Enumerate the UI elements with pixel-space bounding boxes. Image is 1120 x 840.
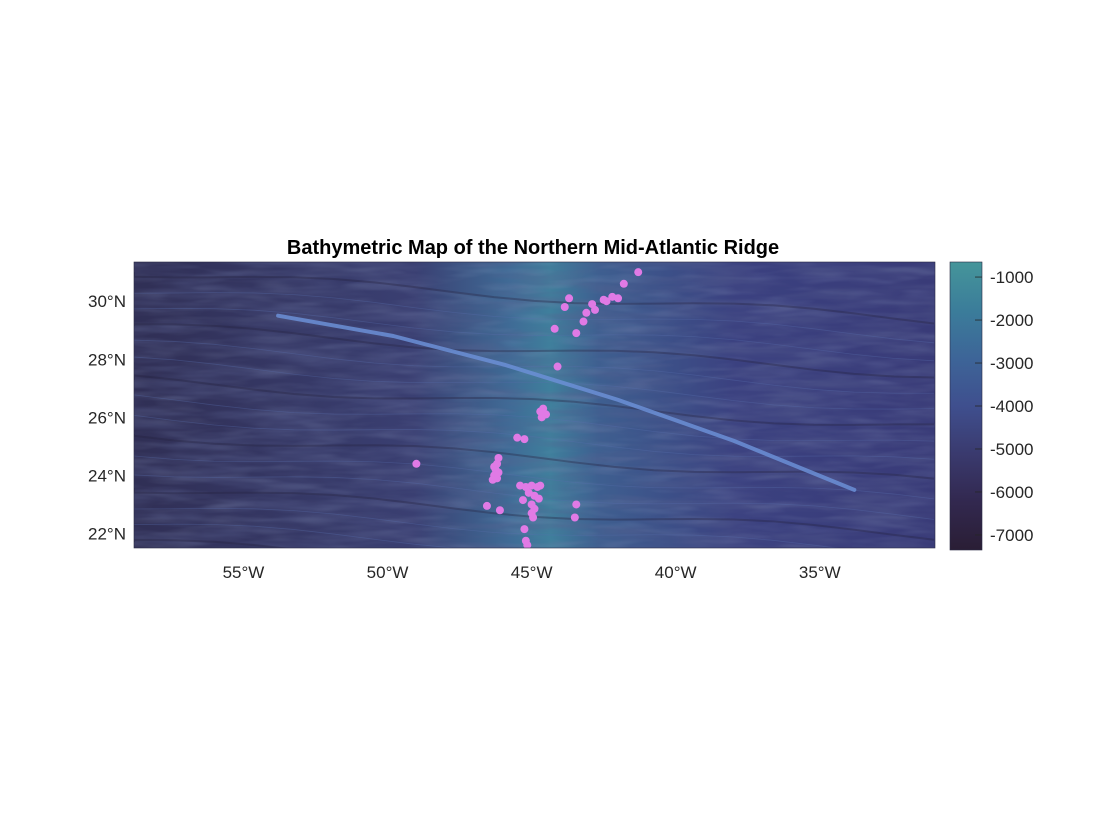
site-marker (494, 468, 503, 477)
fracture-zone-line (134, 356, 935, 410)
colorbar-tick-label: -1000 (990, 268, 1033, 287)
x-tick-label: 40°W (655, 563, 697, 582)
fracture-zone-line (134, 538, 290, 548)
site-marker (495, 506, 504, 515)
colorbar-tick-label: -7000 (990, 526, 1033, 545)
fracture-zone-line (134, 394, 935, 442)
site-marker (520, 525, 529, 534)
site-marker (550, 324, 559, 333)
site-marker (553, 362, 562, 371)
site-marker (518, 496, 527, 505)
site-marker (591, 305, 600, 314)
site-marker (520, 435, 529, 444)
map-frame (133, 261, 936, 549)
y-tick-label: 22°N (88, 524, 126, 543)
site-marker (579, 317, 588, 326)
fracture-zone-line (134, 323, 935, 379)
fracture-zone-line (134, 506, 840, 548)
fracture-zone-line (134, 308, 935, 362)
colorbar-ticks (975, 276, 982, 536)
site-markers (412, 268, 643, 548)
fracture-zone-line (134, 290, 935, 344)
site-marker (572, 329, 581, 338)
x-tick-label: 35°W (799, 563, 841, 582)
colorbar-tick-label: -6000 (990, 483, 1033, 502)
site-marker (482, 501, 491, 510)
y-tick-label: 28°N (88, 350, 126, 369)
x-tick-label: 50°W (367, 563, 409, 582)
y-tick-label: 30°N (88, 292, 126, 311)
fracture-zone-line (134, 470, 935, 520)
site-marker (529, 513, 538, 522)
fracture-zone-line (134, 488, 935, 541)
site-marker (513, 433, 522, 442)
fracture-zone-line (134, 374, 935, 426)
site-marker (599, 295, 608, 304)
site-marker (634, 268, 643, 277)
colorbar-tick-label: -3000 (990, 354, 1033, 373)
site-marker (490, 462, 499, 471)
fracture-zone-line (134, 452, 935, 500)
site-marker (570, 513, 579, 522)
track-line (276, 313, 857, 492)
site-marker (412, 459, 421, 468)
colorbar: -1000 -2000 -3000 -4000 -5000 -6000 -700… (949, 261, 1033, 551)
x-tick-label: 45°W (511, 563, 553, 582)
map-area (134, 262, 935, 548)
site-marker (565, 294, 574, 303)
y-axis: 30°N 28°N 26°N 24°N 22°N (88, 292, 126, 543)
x-tick-label: 55°W (223, 563, 265, 582)
site-marker (536, 481, 545, 490)
colorbar-tick-label: -2000 (990, 311, 1033, 330)
fracture-zone-line (134, 434, 935, 480)
site-marker (523, 541, 532, 548)
site-marker (619, 279, 628, 288)
seafloor-highlights (134, 262, 935, 548)
site-marker (488, 475, 497, 484)
map-title: Bathymetric Map of the Northern Mid-Atla… (287, 237, 779, 259)
colorbar-tick-label: -5000 (990, 440, 1033, 459)
site-marker (560, 303, 569, 312)
site-marker (534, 494, 543, 503)
fracture-zone-line (134, 523, 461, 548)
y-tick-label: 24°N (88, 466, 126, 485)
site-marker (582, 308, 591, 317)
site-marker (572, 500, 581, 509)
y-tick-label: 26°N (88, 408, 126, 427)
site-marker (537, 413, 546, 422)
x-axis: 55°W 50°W 45°W 40°W 35°W (223, 563, 841, 582)
site-marker (608, 292, 617, 301)
fracture-zone-line (134, 272, 935, 325)
fracture-zone-line (134, 414, 935, 460)
colorbar-tick-label: -4000 (990, 397, 1033, 416)
